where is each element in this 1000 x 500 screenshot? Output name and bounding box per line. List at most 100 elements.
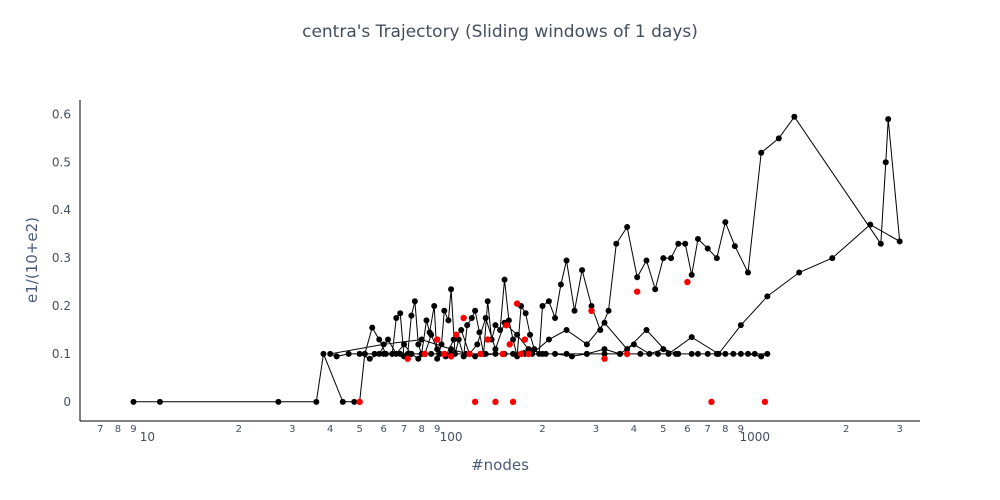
data-point (474, 341, 481, 348)
highlight-point (441, 350, 448, 358)
highlight-point (453, 331, 460, 338)
x-minor-tick-label: 8 (722, 424, 728, 435)
data-point (408, 312, 415, 319)
x-tick-label: 1000 (739, 430, 770, 444)
data-point (613, 240, 620, 247)
data-point (571, 307, 578, 314)
data-point (389, 350, 396, 357)
highlight-point (404, 355, 411, 362)
highlight-point (601, 355, 608, 362)
data-point (492, 346, 499, 353)
data-point (366, 355, 373, 362)
x-minor-tick-label: 6 (684, 424, 690, 435)
data-point (484, 298, 491, 305)
data-point (445, 317, 452, 324)
highlight-point (492, 398, 499, 406)
data-point (327, 350, 334, 357)
y-tick-label: 0.4 (52, 203, 71, 217)
data-point (563, 257, 570, 264)
data-point (630, 341, 637, 348)
data-point (751, 350, 758, 357)
data-point (472, 353, 479, 360)
data-point (745, 269, 752, 276)
trajectory-markers (130, 113, 903, 405)
data-point (130, 398, 137, 405)
data-point (624, 346, 631, 353)
highlight-point (708, 398, 715, 406)
data-point (867, 221, 874, 228)
data-point (588, 303, 595, 310)
chart-title: centra's Trajectory (Sliding windows of … (302, 22, 698, 42)
x-minor-tick-label: 7 (97, 424, 103, 435)
data-point (380, 341, 387, 348)
highlight-point (421, 350, 429, 358)
x-minor-tick-label: 2 (236, 424, 242, 435)
data-point (694, 235, 701, 242)
data-point (431, 303, 438, 310)
data-point (434, 355, 441, 362)
data-point (563, 326, 570, 333)
highlight-point (471, 398, 479, 406)
data-point (675, 240, 682, 247)
data-point (737, 350, 744, 357)
data-point (764, 293, 771, 300)
data-point (829, 255, 836, 262)
x-minor-tick-label: 8 (115, 424, 121, 435)
highlight-point (588, 307, 595, 315)
data-point (527, 331, 534, 338)
highlight-point (499, 350, 506, 358)
y-tick-label: 0.5 (52, 155, 71, 169)
data-point (660, 346, 667, 353)
data-point (397, 350, 404, 357)
data-point (531, 346, 538, 353)
data-point (688, 334, 695, 341)
data-point (472, 307, 479, 314)
highlight-point (447, 353, 455, 360)
data-point (637, 350, 644, 357)
data-point (646, 350, 653, 357)
data-point (371, 350, 378, 357)
data-point (601, 350, 608, 357)
x-minor-tick-label: 9 (130, 424, 136, 435)
data-point (713, 350, 720, 357)
data-point (545, 298, 552, 305)
highlight-point (623, 350, 631, 358)
data-point (408, 350, 415, 357)
highlight-point (477, 350, 484, 358)
data-point (579, 267, 586, 274)
data-point (333, 353, 340, 360)
data-point (605, 307, 612, 314)
data-point (624, 223, 631, 230)
data-point (434, 346, 441, 353)
data-point (339, 398, 346, 405)
data-point (688, 271, 695, 278)
highlight-point (513, 300, 521, 307)
data-point (380, 350, 387, 357)
x-minor-tick-label: 4 (327, 424, 333, 435)
data-point (313, 398, 320, 405)
data-point (492, 350, 499, 357)
x-minor-tick-label: 3 (896, 424, 902, 435)
data-point (464, 322, 471, 329)
data-point (482, 350, 489, 357)
x-tick-label: 10 (140, 430, 155, 444)
data-point (476, 329, 483, 336)
highlight-point (466, 350, 473, 358)
data-point (885, 116, 892, 123)
data-point (877, 240, 884, 247)
data-point (775, 135, 782, 142)
data-point (643, 326, 650, 333)
data-point (668, 255, 675, 262)
highlight-point (517, 350, 525, 358)
data-point (428, 350, 435, 357)
x-minor-tick-label: 7 (401, 424, 407, 435)
x-minor-tick-label: 3 (289, 424, 295, 435)
highlight-point (521, 336, 529, 343)
y-tick-label: 0.2 (52, 299, 71, 313)
data-point (369, 324, 376, 331)
highlight-point (356, 398, 363, 406)
data-point (665, 350, 672, 357)
